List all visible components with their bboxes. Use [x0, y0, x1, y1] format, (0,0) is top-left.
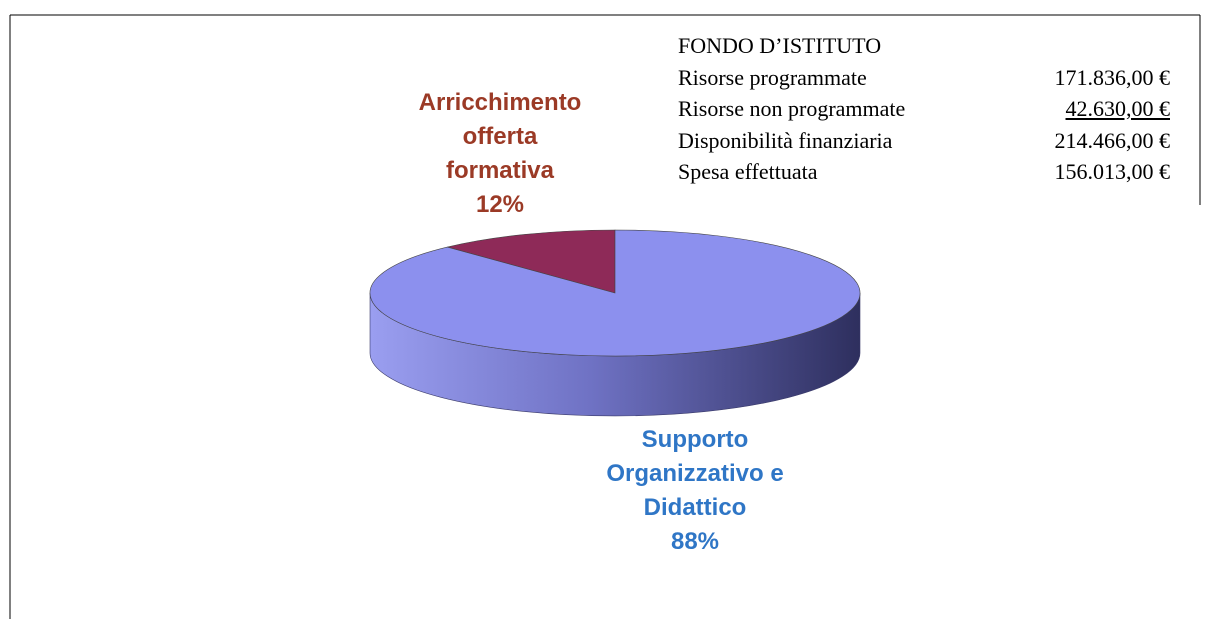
info-label: Risorse programmate: [678, 64, 867, 90]
pie-slice: [369, 229, 861, 357]
value-label: 12%: [475, 191, 525, 218]
slice-label: Arricchimento offerta formativa 12%: [410, 86, 590, 222]
info-title: FONDO D’ISTITUTO: [678, 33, 882, 58]
info-amount: 214.466,00 €: [1054, 127, 1171, 153]
info-row: Spesa effettuata 156.013,00 €: [678, 156, 1178, 188]
info-row: Risorse non programmate 42.630,00 €: [678, 93, 1178, 125]
info-row: Disponibilità finanziaria 214.466,00 €: [678, 125, 1178, 157]
category-label: Supporto Organizzativo e Didattico: [606, 426, 784, 521]
value-label: 88%: [670, 528, 720, 555]
info-label: Spesa effettuata: [678, 159, 818, 184]
pie-slice: [447, 229, 616, 294]
pie: [369, 229, 861, 417]
info-label: Disponibilità finanziaria: [678, 127, 893, 153]
info-box: FONDO D’ISTITUTO Risorse programmate 171.…: [678, 30, 1178, 192]
info-label: Risorse non programmate: [678, 96, 906, 121]
info-amount: 156.013,00 €: [1054, 159, 1171, 184]
category-label: Arricchimento offerta formativa: [418, 89, 582, 184]
info-amount: 171.836,00 €: [1054, 64, 1171, 90]
info-row: Risorse programmate 171.836,00 €: [678, 62, 1178, 94]
slice-label: Supporto Organizzativo e Didattico 88%: [585, 423, 805, 559]
info-amount: 42.630,00 €: [1065, 96, 1171, 121]
